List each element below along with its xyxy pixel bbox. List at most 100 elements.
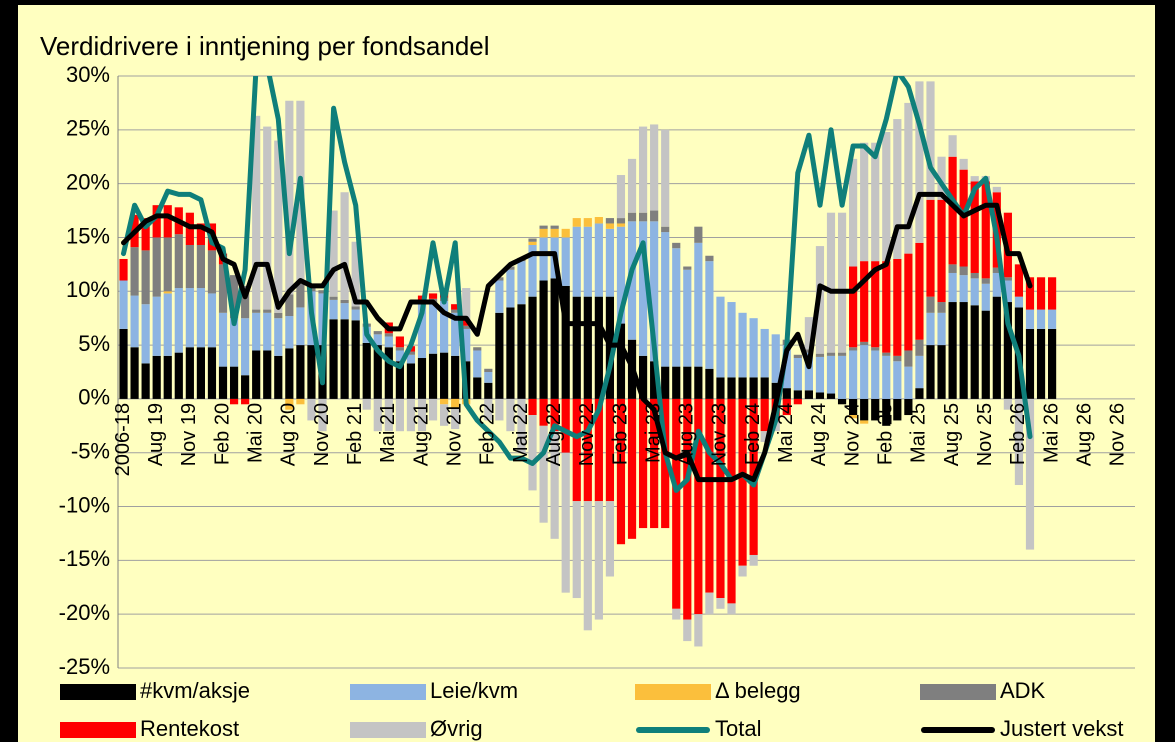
bar-segment xyxy=(152,355,161,399)
bar-segment xyxy=(981,181,990,279)
bar-segment xyxy=(650,361,659,399)
bar-segment xyxy=(141,218,150,251)
bar-segment xyxy=(218,312,228,367)
bar-segment xyxy=(263,309,272,313)
bar-segment xyxy=(1036,277,1046,310)
bar-segment xyxy=(672,608,681,620)
bar-segment xyxy=(815,356,825,393)
bar-segment xyxy=(174,352,183,399)
bar-segment xyxy=(882,398,891,426)
bar-segment xyxy=(550,431,559,539)
bar-segment xyxy=(152,296,161,356)
x-tick-label: Nov 22 xyxy=(576,403,598,466)
bar-segment xyxy=(583,226,592,297)
bar-segment xyxy=(638,212,648,222)
bar-segment xyxy=(716,398,725,599)
bar-segment xyxy=(594,398,603,502)
bar-segment xyxy=(241,285,250,319)
bar-segment xyxy=(285,294,294,317)
bar-segment xyxy=(683,366,692,399)
bar-segment xyxy=(495,277,504,281)
bar-segment xyxy=(694,242,703,367)
bar-segment xyxy=(638,221,648,356)
bar-segment xyxy=(296,283,305,308)
bar-segment xyxy=(871,261,880,348)
bar-segment xyxy=(285,348,294,399)
bar-segment xyxy=(152,205,161,238)
bar-segment xyxy=(196,347,205,399)
bar-segment xyxy=(451,407,460,430)
bar-segment xyxy=(605,228,615,297)
bar-segment xyxy=(1003,280,1012,303)
bar-segment xyxy=(683,619,692,642)
bar-segment xyxy=(119,258,128,281)
bar-segment xyxy=(440,352,449,399)
bar-segment xyxy=(517,398,526,453)
x-tick-label: Mai 24 xyxy=(775,403,797,463)
legend-label: Total xyxy=(715,716,761,741)
bar-segment xyxy=(196,244,205,289)
bar-segment xyxy=(506,398,515,432)
bar-segment xyxy=(506,269,515,308)
bar-segment xyxy=(241,398,250,405)
bar-segment xyxy=(207,250,217,294)
bar-segment xyxy=(583,296,592,399)
bar-segment xyxy=(627,212,637,222)
x-tick-label: Mai 26 xyxy=(1040,403,1062,463)
bar-segment xyxy=(185,288,194,348)
bar-segment xyxy=(860,345,869,399)
bar-segment xyxy=(1048,328,1057,399)
legend-label: Δ belegg xyxy=(715,678,801,703)
bar-segment xyxy=(683,266,692,270)
bar-segment xyxy=(296,345,305,399)
x-tick-label: Nov 19 xyxy=(178,403,200,466)
bar-segment xyxy=(296,307,305,346)
bar-segment xyxy=(1036,328,1046,399)
bar-segment xyxy=(672,366,681,399)
x-tick-label: Feb 20 xyxy=(211,403,233,465)
bar-segment xyxy=(793,354,802,359)
x-tick-label: Feb 21 xyxy=(344,403,366,465)
bar-segment xyxy=(937,302,946,313)
bar-segment xyxy=(893,355,902,362)
bar-segment xyxy=(484,368,493,372)
bar-segment xyxy=(970,176,979,182)
y-tick-label: 30% xyxy=(66,62,110,87)
bar-segment xyxy=(605,501,615,577)
bar-segment xyxy=(837,355,847,399)
bar-segment xyxy=(1003,398,1012,410)
bar-segment xyxy=(605,398,615,502)
bar-segment xyxy=(826,393,836,399)
bar-segment xyxy=(826,352,836,356)
bar-segment xyxy=(815,392,825,399)
bar-segment xyxy=(860,261,869,342)
bar-segment xyxy=(716,377,725,399)
bar-segment xyxy=(849,266,858,348)
bar-segment xyxy=(683,269,692,367)
x-tick-label: Aug 22 xyxy=(543,403,565,466)
bar-segment xyxy=(871,142,880,262)
bar-segment xyxy=(451,398,460,408)
bar-segment xyxy=(694,398,703,615)
bar-segment xyxy=(362,398,371,410)
bar-segment xyxy=(462,328,471,362)
bar-segment xyxy=(517,261,526,305)
bar-segment xyxy=(638,355,648,399)
bar-segment xyxy=(252,350,261,399)
legend-label: Rentekost xyxy=(140,716,239,741)
bar-segment xyxy=(605,218,615,224)
bar-segment xyxy=(119,328,128,399)
bar-segment xyxy=(263,126,272,310)
bar-segment xyxy=(340,299,349,304)
bar-segment xyxy=(329,296,338,300)
bar-segment xyxy=(992,272,1001,297)
bar-segment xyxy=(837,398,847,405)
chart-title: Verdidrivere i inntjening per fondsandel xyxy=(40,31,490,61)
bar-segment xyxy=(760,398,769,432)
bar-segment xyxy=(539,398,548,426)
bar-segment xyxy=(871,347,880,351)
legend-swatch xyxy=(60,722,136,738)
bar-segment xyxy=(285,100,294,295)
bar-segment xyxy=(417,304,427,359)
bar-segment xyxy=(373,331,382,335)
